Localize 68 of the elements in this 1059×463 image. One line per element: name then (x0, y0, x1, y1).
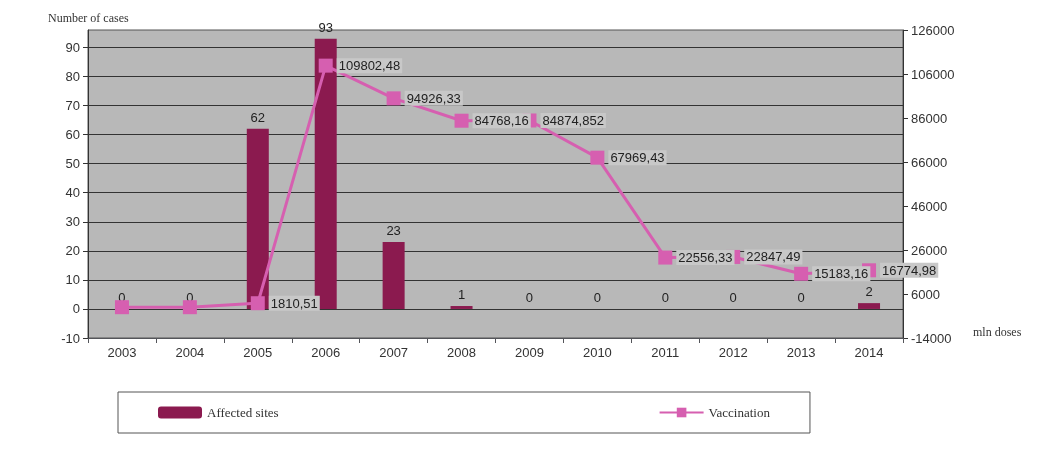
data-label: 2 (865, 284, 873, 300)
y2-tick-label: 26000 (911, 242, 948, 258)
x-tick-label: 2005 (243, 345, 273, 360)
y2-tick-label: 126000 (911, 22, 955, 38)
data-label: 22847,49 (746, 249, 801, 265)
y2-tick-label: 46000 (911, 198, 948, 214)
data-label: 0 (729, 289, 737, 305)
data-label: 15183,16 (814, 266, 869, 282)
point (182, 300, 197, 315)
y-tick-label: 10 (65, 272, 80, 288)
legend-label: Vaccination (708, 405, 771, 420)
x-tick-label: 2003 (107, 345, 137, 360)
point (250, 296, 265, 311)
point (658, 250, 673, 265)
data-label: 23 (386, 223, 401, 239)
y-tick-label: 20 (65, 243, 80, 259)
point (318, 58, 333, 73)
x-tick-label: 2008 (447, 345, 476, 360)
point (114, 300, 129, 315)
point (454, 113, 469, 128)
y2-tick-label: -14000 (911, 330, 952, 346)
y-tick-label: 90 (65, 39, 80, 55)
y2-tick-label: 106000 (911, 66, 955, 82)
data-label: 94926,33 (406, 90, 461, 106)
bar (246, 128, 269, 309)
bar (450, 306, 473, 309)
point (590, 150, 605, 165)
y-tick-label: 30 (65, 214, 80, 230)
y-tick-label: -10 (61, 330, 80, 346)
y2-tick-label: 86000 (911, 110, 948, 126)
data-label: 0 (797, 289, 805, 305)
x-tick-label: 2006 (311, 345, 341, 360)
data-label: 22556,33 (678, 250, 733, 266)
bar (858, 303, 881, 309)
x-tick-label: 2013 (786, 345, 816, 360)
x-tick-label: 2004 (175, 345, 205, 360)
legend-label: Affected sites (207, 405, 279, 420)
data-label: 16774,98 (882, 262, 937, 278)
x-tick-label: 2014 (854, 345, 884, 360)
y2-tick-label: 6000 (911, 286, 940, 302)
data-label: 93 (318, 19, 333, 35)
data-label: 84874,852 (542, 112, 604, 128)
data-label: 0 (661, 289, 669, 305)
x-tick-label: 2009 (515, 345, 544, 360)
data-label: 0 (593, 289, 601, 305)
x-tick-label: 2011 (651, 345, 680, 360)
x-tick-label: 2012 (718, 345, 748, 360)
y2-tick-label: 66000 (911, 154, 948, 170)
point (386, 91, 401, 106)
data-label: 62 (250, 109, 266, 125)
x-tick-label: 2010 (582, 345, 612, 360)
data-label: 67969,43 (610, 150, 665, 166)
data-label: 84768,16 (474, 113, 529, 129)
bar (382, 242, 405, 309)
y-tick-label: 50 (65, 156, 80, 172)
data-label: 1 (457, 287, 466, 303)
y-tick-label: 70 (65, 98, 80, 114)
y-tick-label: 80 (65, 68, 80, 84)
data-label: 1810,51 (270, 295, 318, 311)
x-tick-label: 2007 (379, 345, 409, 360)
data-label: 109802,48 (338, 58, 401, 74)
y-tick-label: 0 (72, 301, 80, 317)
y-axis-title: Number of cases (48, 11, 129, 25)
point (794, 266, 809, 281)
data-label: 0 (525, 289, 534, 305)
y-tick-label: 40 (65, 185, 80, 201)
y2-axis-title: mln doses (973, 325, 1022, 339)
y-tick-label: 60 (65, 127, 80, 143)
